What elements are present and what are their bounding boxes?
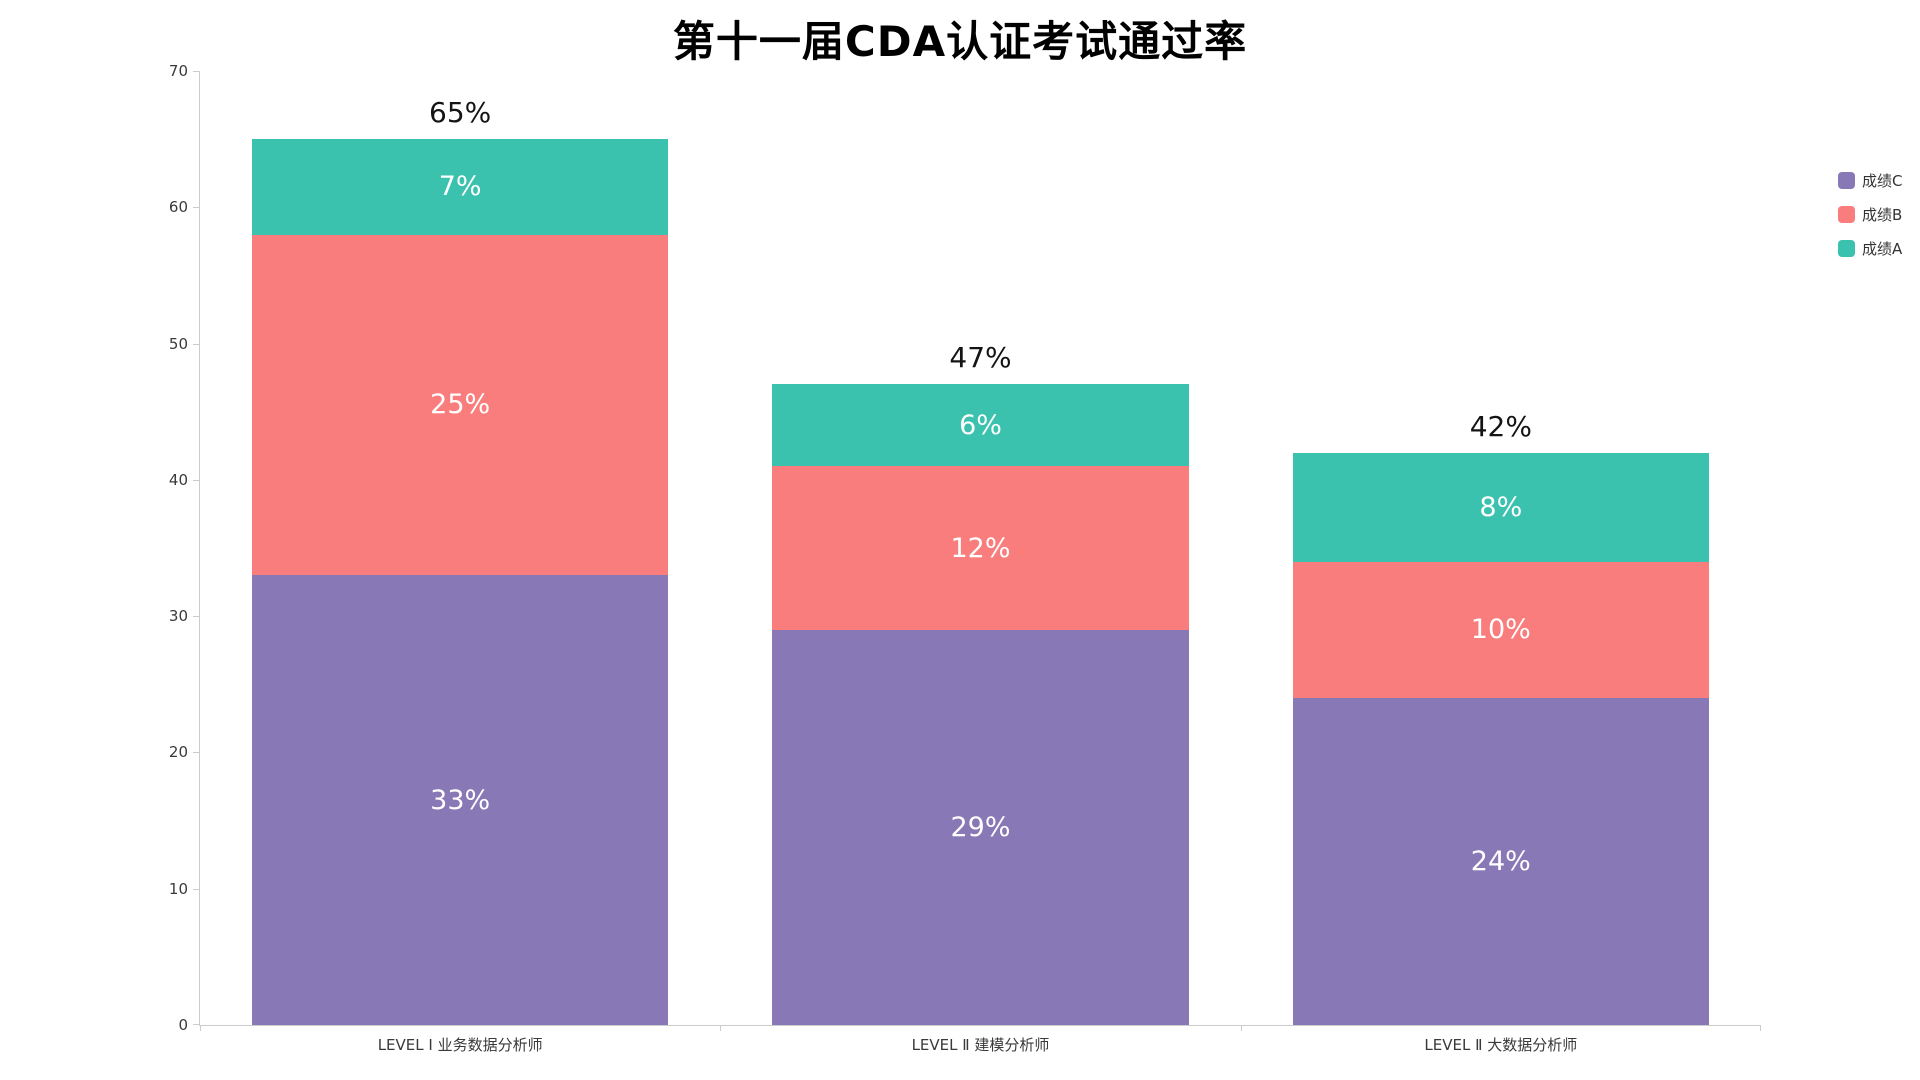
- y-axis-tick-label: 10: [168, 879, 188, 898]
- segment-value-label: 6%: [959, 409, 1002, 441]
- y-axis-tick-mark: [193, 343, 199, 345]
- legend: 成绩C 成绩B 成绩A: [1838, 170, 1902, 259]
- x-axis-tick-mark: [1760, 1025, 1761, 1031]
- legend-item-成绩C[interactable]: 成绩C: [1838, 170, 1902, 191]
- bar-segment-成绩B[interactable]: 10%: [1292, 561, 1709, 698]
- stacked-bar: 7% 25% 33%: [252, 139, 669, 1025]
- bar-group: 6% 12% 29% 47% LEVEL Ⅱ 建模分析师: [720, 71, 1240, 1054]
- y-axis-tick-label: 0: [178, 1016, 188, 1034]
- x-axis-category-label: LEVEL Ⅱ 建模分析师: [911, 1036, 1050, 1054]
- segment-value-label: 12%: [950, 532, 1011, 564]
- segment-value-label: 33%: [430, 784, 491, 816]
- y-axis-tick-mark: [193, 1024, 199, 1025]
- x-axis-tick-mark: [720, 1025, 722, 1031]
- bar-segment-成绩B[interactable]: 12%: [772, 466, 1189, 630]
- x-axis-category-label: LEVEL Ⅰ 业务数据分析师: [377, 1036, 543, 1054]
- y-axis-tick-mark: [193, 752, 199, 754]
- x-axis-category-label: LEVEL Ⅱ 大数据分析师: [1424, 1036, 1578, 1054]
- x-axis-tick-mark: [200, 1025, 201, 1031]
- bar-segment-成绩A[interactable]: 7%: [252, 139, 669, 235]
- bar-total-label: 42%: [1469, 409, 1532, 443]
- y-axis-tick-label: 20: [168, 743, 188, 762]
- segment-value-label: 8%: [1479, 491, 1523, 523]
- y-axis-tick-mark: [193, 616, 199, 618]
- legend-item-成绩A[interactable]: 成绩A: [1838, 238, 1902, 259]
- bar-total-label: 47%: [949, 341, 1012, 375]
- segment-value-label: 25%: [430, 389, 491, 421]
- segment-value-label: 10%: [1470, 614, 1531, 646]
- segment-value-label: 29%: [950, 811, 1011, 843]
- bar-segment-成绩C[interactable]: 29%: [772, 629, 1189, 1025]
- legend-label: 成绩C: [1862, 172, 1903, 190]
- y-axis-tick-mark: [193, 479, 199, 481]
- bar-segment-成绩A[interactable]: 6%: [772, 384, 1189, 467]
- y-axis-tick-label: 40: [168, 470, 188, 489]
- stacked-bar: 8% 10% 24%: [1292, 452, 1709, 1025]
- legend-swatch-icon: [1838, 172, 1855, 189]
- chart-title: 第十一届CDA认证考试通过率: [672, 17, 1248, 66]
- stacked-bar: 6% 12% 29%: [772, 384, 1189, 1025]
- bar-group: 7% 25% 33% 65% LEVEL Ⅰ 业务数据分析师: [200, 71, 720, 1054]
- y-axis-tick-label: 70: [168, 62, 188, 80]
- x-axis-tick-mark: [1240, 1025, 1242, 1031]
- y-axis-tick-label: 50: [168, 334, 188, 353]
- bar-total-label: 65%: [429, 96, 492, 130]
- bar-segment-成绩B[interactable]: 25%: [252, 234, 669, 576]
- bar-segment-成绩A[interactable]: 8%: [1292, 452, 1709, 562]
- y-axis-tick-mark: [193, 71, 199, 72]
- y-axis-tick-label: 30: [168, 607, 188, 626]
- plot-area: 0 10 20 30 40 50 60 70 7% 25% 33% 65% LEVEL Ⅰ 业务数据分析…: [169, 62, 1761, 1054]
- legend-swatch-icon: [1838, 206, 1855, 223]
- segment-value-label: 24%: [1470, 845, 1531, 877]
- y-axis-tick-mark: [193, 207, 199, 209]
- y-axis-tick-label: 60: [168, 198, 188, 217]
- legend-label: 成绩A: [1862, 240, 1903, 258]
- legend-label: 成绩B: [1862, 206, 1903, 224]
- bar-group: 8% 10% 24% 42% LEVEL Ⅱ 大数据分析师: [1241, 71, 1761, 1054]
- legend-swatch-icon: [1838, 240, 1855, 257]
- legend-item-成绩B[interactable]: 成绩B: [1838, 204, 1902, 225]
- bar-segment-成绩C[interactable]: 33%: [252, 575, 669, 1025]
- y-axis-tick-mark: [193, 888, 199, 890]
- bar-segment-成绩C[interactable]: 24%: [1292, 697, 1709, 1025]
- segment-value-label: 7%: [438, 171, 482, 203]
